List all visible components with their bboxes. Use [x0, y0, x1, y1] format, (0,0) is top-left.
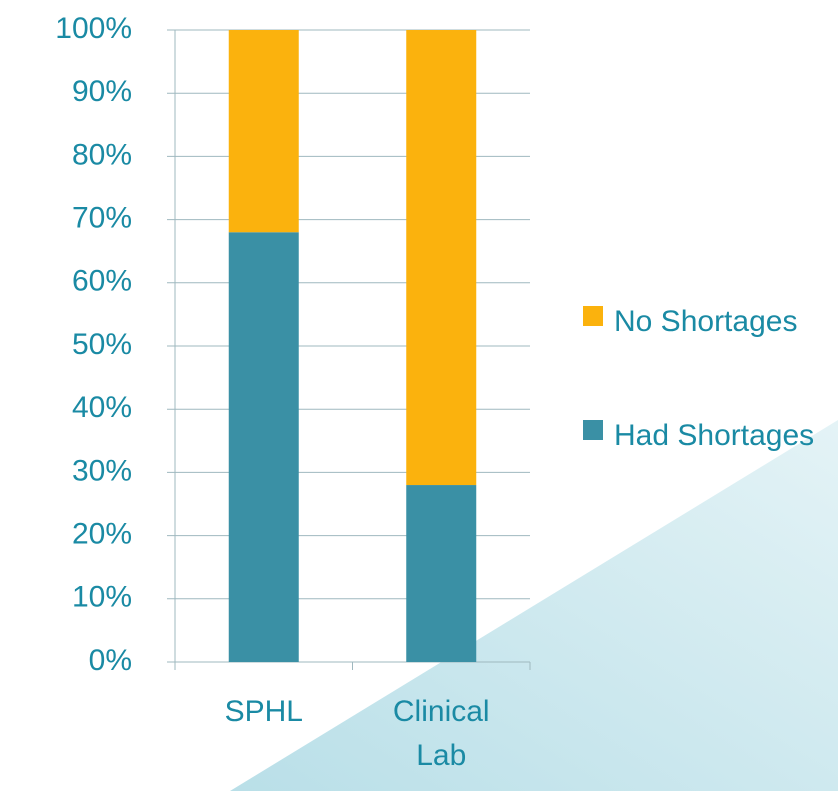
legend-swatch [583, 420, 603, 440]
y-tick-label: 100% [55, 12, 132, 45]
x-tick-label: SPHL [224, 695, 303, 728]
legend-label: No Shortages [614, 305, 798, 338]
background-decoration [230, 420, 838, 791]
legend-label: Had Shortages [614, 419, 815, 452]
bar-segment [406, 30, 477, 486]
bar-segment [228, 30, 299, 233]
y-tick-label: 10% [72, 581, 132, 614]
x-tick-label: Clinical Lab [392, 695, 490, 772]
y-tick-label: 0% [89, 644, 132, 677]
y-tick-label: 70% [72, 202, 132, 235]
y-tick-label: 30% [72, 454, 132, 487]
y-tick-label: 60% [72, 265, 132, 298]
bar-segment [228, 232, 299, 663]
y-tick-label: 50% [72, 328, 132, 361]
y-tick-label: 40% [72, 391, 132, 424]
y-tick-label: 90% [72, 75, 132, 108]
y-tick-label: 80% [72, 138, 132, 171]
y-tick-label: 20% [72, 518, 132, 551]
bar-segment [406, 485, 477, 662]
legend-swatch [583, 306, 603, 326]
